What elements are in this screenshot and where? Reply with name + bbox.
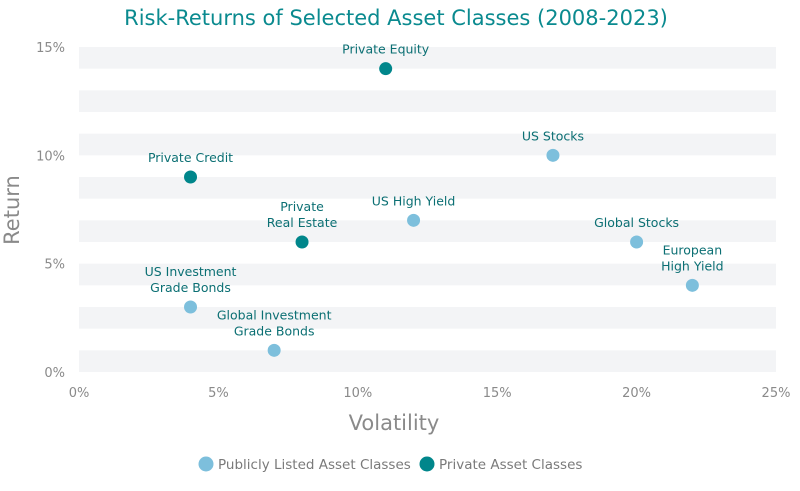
grid-band xyxy=(79,220,776,242)
grid-bands xyxy=(79,47,776,372)
data-point xyxy=(295,235,309,249)
point-label: Real Estate xyxy=(267,215,338,230)
y-tick-label: 15% xyxy=(36,41,65,56)
grid-band xyxy=(79,307,776,329)
x-tick-label: 20% xyxy=(622,386,651,401)
x-tick-label: 25% xyxy=(762,386,791,401)
point-label: US High Yield xyxy=(372,193,456,208)
point-label: Private xyxy=(280,199,324,214)
legend-marker xyxy=(198,456,214,472)
data-point xyxy=(184,300,198,314)
data-point xyxy=(546,148,560,162)
data-point xyxy=(407,213,421,227)
point-label: Global Stocks xyxy=(594,215,679,230)
grid-band xyxy=(79,177,776,199)
legend-label: Publicly Listed Asset Classes xyxy=(218,457,411,473)
data-point xyxy=(630,235,644,249)
point-label: Private Equity xyxy=(342,42,430,57)
y-axis-label: Return xyxy=(0,175,24,245)
y-tick-label: 10% xyxy=(36,149,65,164)
data-point xyxy=(267,343,281,357)
grid-band xyxy=(79,47,776,69)
x-axis-label: Volatility xyxy=(349,411,440,435)
point-label: Private Credit xyxy=(148,150,233,165)
x-tick-label: 0% xyxy=(69,386,90,401)
legend: Publicly Listed Asset Classes Private Ass… xyxy=(198,456,582,473)
point-label: US Stocks xyxy=(522,128,584,143)
data-point xyxy=(379,62,393,76)
point-label: High Yield xyxy=(661,258,723,273)
point-label: Global Investment xyxy=(217,307,332,322)
x-tick-label: 5% xyxy=(208,386,229,401)
legend-marker xyxy=(419,456,435,472)
grid-band xyxy=(79,133,776,156)
grid-band xyxy=(79,263,776,286)
grid-band xyxy=(79,350,776,372)
point-label: Grade Bonds xyxy=(150,280,231,295)
y-tick-label: 0% xyxy=(44,366,65,381)
point-label: Grade Bonds xyxy=(234,323,315,338)
legend-label: Private Asset Classes xyxy=(439,457,582,473)
x-tick-label: 15% xyxy=(483,386,512,401)
x-tick-label: 10% xyxy=(343,386,372,401)
grid-band xyxy=(79,90,776,112)
data-point xyxy=(184,170,198,184)
data-point xyxy=(685,278,699,292)
chart-title: Risk-Returns of Selected Asset Classes (… xyxy=(124,6,668,30)
point-label: US Investment xyxy=(145,264,237,279)
y-tick-label: 5% xyxy=(44,258,65,273)
point-label: European xyxy=(663,242,723,257)
